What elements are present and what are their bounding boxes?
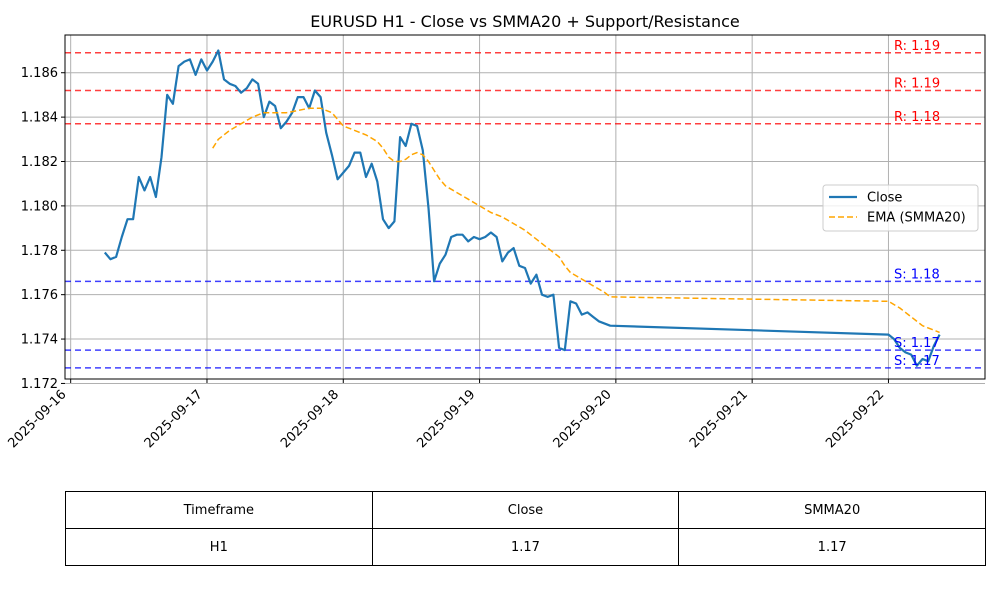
y-tick-label: 1.176 <box>21 288 58 303</box>
table-header-row: Timeframe Close SMMA20 <box>65 491 986 529</box>
y-tick-label: 1.180 <box>21 199 58 214</box>
legend: Close EMA (SMMA20) <box>822 184 979 232</box>
y-tick-label: 1.172 <box>21 377 58 392</box>
resistance-level-label: R: 1.19 <box>894 39 940 54</box>
x-tick-label: 2025-09-22 <box>823 387 887 451</box>
close-series-line <box>103 49 941 367</box>
cell-close: 1.17 <box>371 528 680 566</box>
resistance-level-label: R: 1.19 <box>894 76 940 91</box>
smma20-series-line <box>212 107 940 334</box>
support-level-label: S: 1.17 <box>894 354 940 369</box>
summary-table: Timeframe Close SMMA20 H1 1.17 1.17 <box>65 491 986 566</box>
support-level-label: S: 1.17 <box>894 336 940 351</box>
x-tick-label: 2025-09-18 <box>278 387 342 451</box>
legend-label: EMA (SMMA20) <box>867 211 966 226</box>
x-axis: 2025-09-16 2025-09-17 2025-09-18 2025-09-19… <box>5 379 889 451</box>
y-tick-label: 1.186 <box>21 66 58 81</box>
y-axis: 1.172 1.174 1.176 1.178 1.180 1.182 1.184 1.186 <box>21 66 65 392</box>
x-tick-label: 2025-09-16 <box>5 387 69 451</box>
support-level-label: S: 1.18 <box>894 267 940 282</box>
resistance-level-label: R: 1.18 <box>894 110 940 125</box>
y-tick-label: 1.174 <box>21 333 58 348</box>
header-timeframe: Timeframe <box>65 491 373 529</box>
legend-box <box>822 184 979 232</box>
table-row: H1 1.17 1.17 <box>65 528 986 566</box>
y-tick-label: 1.182 <box>21 155 58 170</box>
y-tick-label: 1.178 <box>21 244 58 259</box>
y-tick-label: 1.184 <box>21 111 58 126</box>
x-tick-label: 2025-09-17 <box>142 387 206 451</box>
legend-label: Close <box>867 191 902 206</box>
level-labels: R: 1.19 R: 1.19 R: 1.18 S: 1.18 S: 1.17 S: 1.… <box>894 39 940 369</box>
x-tick-label: 2025-09-21 <box>687 387 751 451</box>
series-lines <box>103 49 941 367</box>
x-tick-label: 2025-09-19 <box>414 387 478 451</box>
header-close: Close <box>371 491 680 529</box>
x-tick-label: 2025-09-20 <box>551 387 615 451</box>
cell-timeframe: H1 <box>65 528 373 566</box>
cell-smma20: 1.17 <box>678 528 986 566</box>
plot-frame <box>64 34 986 380</box>
header-smma20: SMMA20 <box>678 491 986 529</box>
chart-title: EURUSD H1 - Close vs SMMA20 + Support/Re… <box>310 12 739 31</box>
